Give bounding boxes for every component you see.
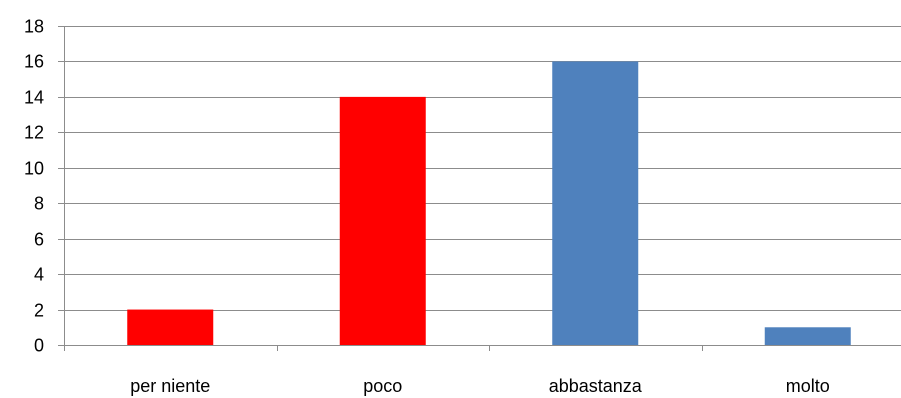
y-tick-label: 18 [24, 17, 44, 37]
bar-molto [764, 327, 851, 345]
y-tick-label: 14 [24, 88, 44, 108]
bar-abbastanza [552, 61, 639, 345]
bar-per-niente [127, 309, 214, 345]
y-tick-labels: 0 2 4 6 8 10 12 14 16 18 [24, 17, 44, 356]
y-tick-label: 10 [24, 159, 44, 179]
bar-poco [339, 96, 426, 345]
y-tick-label: 8 [34, 194, 44, 214]
x-tick-label: per niente [130, 376, 210, 396]
y-tick-label: 12 [24, 123, 44, 143]
bars [127, 61, 851, 345]
x-tick-label: abbastanza [549, 376, 643, 396]
x-tick-labels: per niente poco abbastanza molto [130, 376, 830, 396]
axes [64, 26, 901, 351]
y-tick-label: 4 [34, 265, 44, 285]
grid-lines [58, 26, 901, 346]
y-tick-label: 6 [34, 230, 44, 250]
x-tick-label: poco [363, 376, 402, 396]
y-tick-label: 16 [24, 52, 44, 72]
y-tick-label: 2 [34, 301, 44, 321]
y-tick-label: 0 [34, 336, 44, 356]
x-tick-label: molto [786, 376, 830, 396]
